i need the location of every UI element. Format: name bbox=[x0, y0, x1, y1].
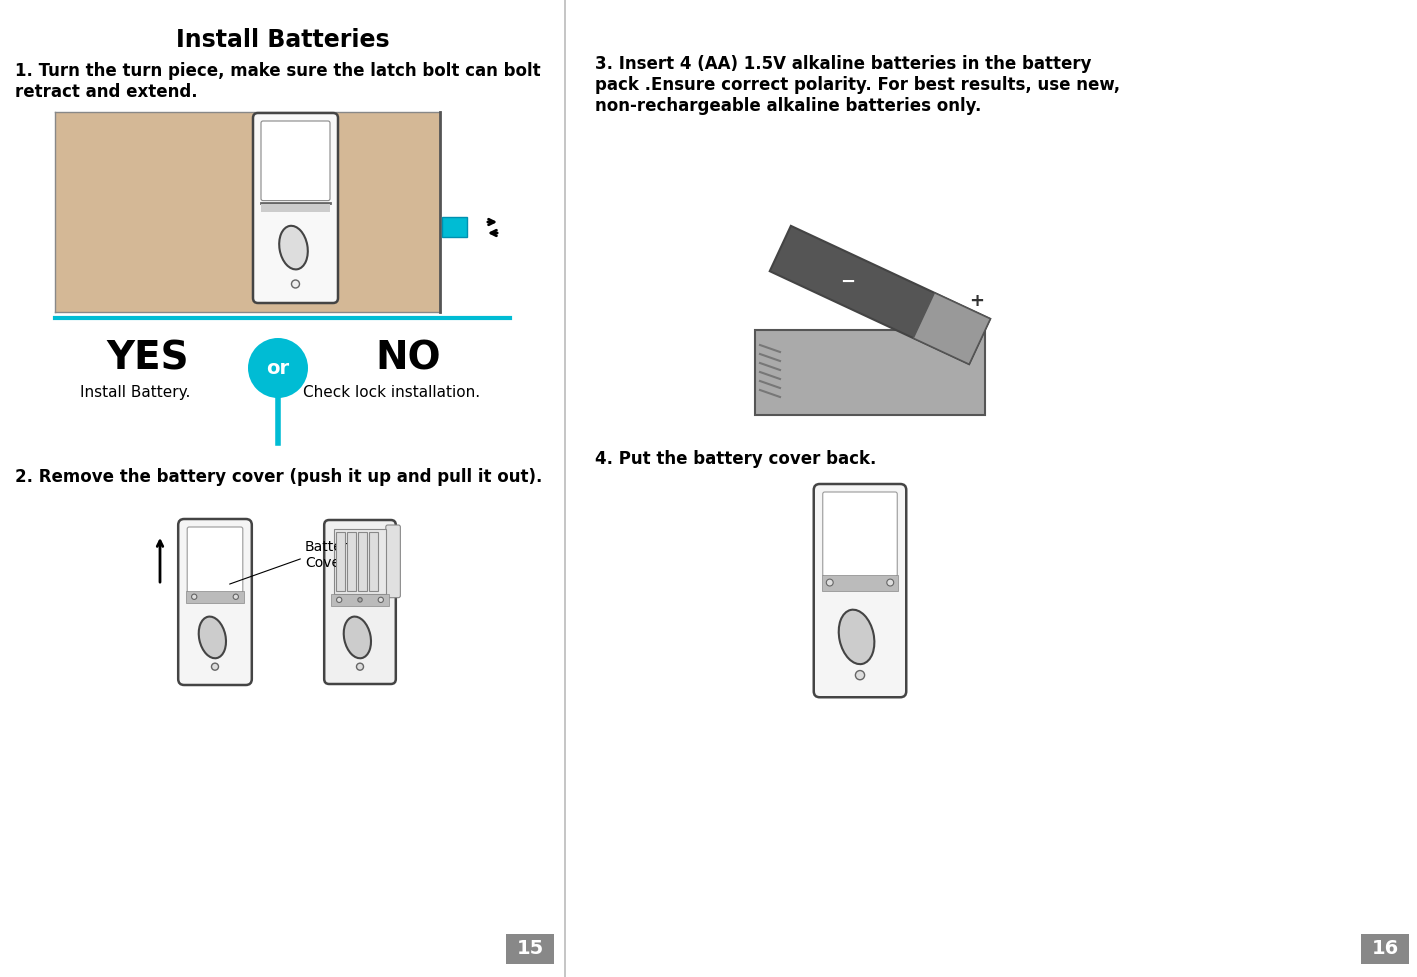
FancyBboxPatch shape bbox=[187, 527, 242, 593]
FancyBboxPatch shape bbox=[813, 484, 907, 698]
Circle shape bbox=[378, 597, 384, 603]
Circle shape bbox=[337, 597, 341, 603]
Circle shape bbox=[191, 594, 197, 600]
Text: 2. Remove the battery cover (push it up and pull it out).: 2. Remove the battery cover (push it up … bbox=[16, 468, 543, 486]
Text: NO: NO bbox=[376, 340, 441, 378]
Ellipse shape bbox=[839, 610, 874, 664]
Circle shape bbox=[357, 663, 364, 670]
Bar bbox=[332, 594, 388, 606]
Circle shape bbox=[211, 663, 218, 670]
Text: −: − bbox=[840, 273, 854, 291]
Bar bbox=[368, 532, 378, 591]
Text: 16: 16 bbox=[1372, 940, 1399, 958]
FancyBboxPatch shape bbox=[823, 492, 897, 576]
Bar bbox=[442, 217, 468, 237]
Bar bbox=[755, 330, 985, 415]
Bar bbox=[1360, 934, 1408, 964]
Bar bbox=[506, 934, 554, 964]
Bar bbox=[336, 532, 346, 591]
Text: 4. Put the battery cover back.: 4. Put the battery cover back. bbox=[595, 450, 876, 468]
FancyBboxPatch shape bbox=[179, 519, 252, 685]
Text: 3. Insert 4 (AA) 1.5V alkaline batteries in the battery
pack .Ensure correct pol: 3. Insert 4 (AA) 1.5V alkaline batteries… bbox=[595, 55, 1119, 114]
Circle shape bbox=[234, 594, 238, 600]
FancyBboxPatch shape bbox=[324, 520, 395, 684]
Text: Check lock installation.: Check lock installation. bbox=[303, 385, 480, 400]
Ellipse shape bbox=[344, 616, 371, 658]
Bar bbox=[55, 112, 441, 312]
FancyBboxPatch shape bbox=[254, 113, 339, 303]
Circle shape bbox=[248, 338, 307, 398]
Bar bbox=[347, 532, 356, 591]
Text: Install Battery.: Install Battery. bbox=[79, 385, 190, 400]
Bar bbox=[822, 574, 898, 591]
Circle shape bbox=[856, 670, 864, 680]
Bar bbox=[186, 591, 244, 603]
Circle shape bbox=[359, 598, 363, 602]
Ellipse shape bbox=[198, 616, 225, 658]
Bar bbox=[359, 532, 367, 591]
Polygon shape bbox=[769, 226, 990, 364]
Text: or: or bbox=[266, 359, 289, 377]
Circle shape bbox=[826, 579, 833, 586]
Circle shape bbox=[887, 579, 894, 586]
Text: Battery
Cover: Battery Cover bbox=[305, 540, 357, 571]
Polygon shape bbox=[914, 293, 990, 364]
Text: Install Batteries: Install Batteries bbox=[176, 28, 390, 52]
Text: 15: 15 bbox=[516, 940, 544, 958]
Circle shape bbox=[292, 280, 299, 288]
Text: YES: YES bbox=[106, 340, 190, 378]
Text: +: + bbox=[969, 292, 983, 311]
Bar bbox=[261, 203, 330, 212]
Ellipse shape bbox=[279, 226, 307, 270]
Bar bbox=[334, 529, 385, 594]
FancyBboxPatch shape bbox=[261, 121, 330, 200]
Text: 1. Turn the turn piece, make sure the latch bolt can bolt
retract and extend.: 1. Turn the turn piece, make sure the la… bbox=[16, 62, 541, 101]
FancyBboxPatch shape bbox=[385, 525, 401, 598]
